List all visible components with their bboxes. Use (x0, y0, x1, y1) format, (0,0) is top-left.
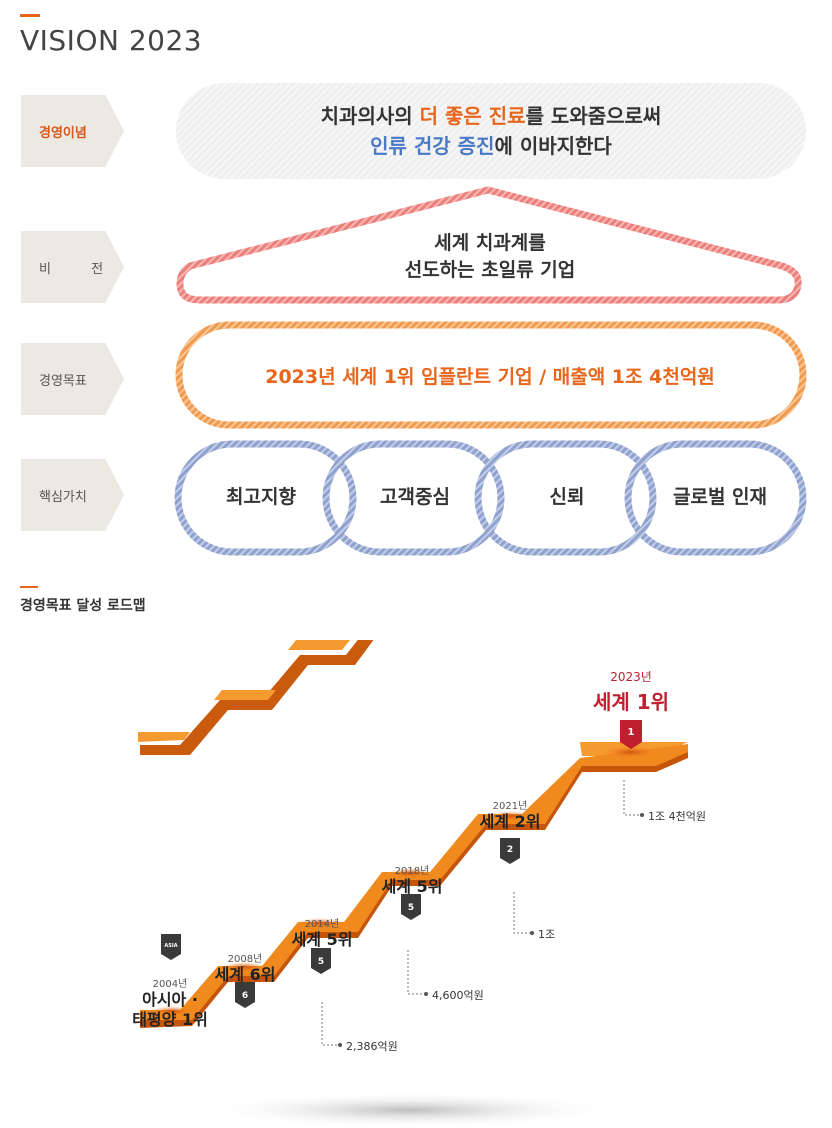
goal-pill-frame (175, 321, 807, 429)
step-glow (488, 811, 532, 821)
sales-2021: 1조 (538, 928, 556, 941)
title-accent-bar (20, 14, 40, 17)
mission-highlight-health: 인류 건강 증진 (370, 134, 495, 158)
step-glow (150, 1006, 194, 1016)
vision-line-1: 세계 치과계를 (434, 232, 546, 254)
core-value-2: 고객중심 (380, 486, 450, 508)
step-glow (388, 868, 432, 878)
step-glow (222, 962, 266, 972)
badge-text-asia: ASIA (164, 943, 177, 949)
sales-leader-3 (513, 892, 530, 934)
roadmap-staircase: ASIA 6 5 5 2 1 (138, 640, 688, 1128)
badge-group (161, 720, 642, 1008)
badge-1 (620, 720, 642, 749)
step-1-rank-line1: 아시아 · (142, 990, 198, 1009)
sales-leader-1 (321, 1002, 338, 1046)
mission-text: 에 이바지한다 (494, 134, 612, 158)
step-3-rank: 세계 5위 (291, 930, 353, 949)
step-1-rank-line2: 태평양 1위 (132, 1010, 208, 1029)
floor-shadow (200, 1092, 620, 1128)
mission-statement: 치과의사의 더 좋은 진료를 도와줌으로써 인류 건강 증진에 이바지한다 (176, 83, 806, 179)
step-4-year: 2018년 (394, 866, 430, 877)
core-value-1: 최고지향 (226, 486, 296, 508)
badge-text-6: 6 (242, 991, 248, 1001)
roadmap-title: 경영목표 달성 로드맵 (20, 598, 146, 614)
core-value-4: 글로벌 인재 (672, 486, 767, 508)
tag-goal: 경영목표 (21, 343, 124, 415)
step-glow (602, 746, 658, 758)
badge-text-5a: 5 (318, 957, 324, 967)
sales-2014: 2,386억원 (346, 1040, 398, 1053)
core-values-rings (174, 440, 807, 556)
mission-text: 를 도와줌으로써 (525, 104, 662, 128)
stair-front (138, 640, 584, 760)
core-value-3: 신뢰 (549, 486, 585, 508)
step-2-year: 2008년 (227, 954, 263, 965)
stair-band (140, 744, 688, 1026)
page-title: VISION 2023 (20, 24, 203, 57)
sales-leader-2 (407, 950, 424, 995)
mission-line-2: 인류 건강 증진에 이바지한다 (370, 131, 612, 161)
mission-line-1: 치과의사의 더 좋은 진료를 도와줌으로써 (321, 101, 662, 131)
stair-step-2 (214, 690, 276, 700)
vision-statement: 세계 치과계를 선도하는 초일류 기업 (300, 230, 680, 284)
step-6-rank: 세계 1위 (592, 690, 670, 714)
step-1-year: 2004년 (152, 979, 188, 990)
badge-6 (235, 982, 255, 1008)
vision-line-2: 선도하는 초일류 기업 (404, 259, 576, 281)
sales-dot (424, 992, 428, 996)
sales-dot (640, 813, 644, 817)
badge-text-1: 1 (628, 727, 635, 738)
step-glow (298, 918, 342, 928)
badge-2 (500, 838, 520, 864)
vision-roof-shape (176, 186, 802, 304)
mission-text: 치과의사의 (320, 104, 420, 128)
stair-step-3 (288, 640, 350, 650)
tag-core-values: 핵심가치 (21, 459, 124, 531)
badge-asia (161, 934, 181, 960)
badge-5a (311, 948, 331, 974)
sales-2023: 1조 4천억원 (648, 810, 706, 823)
step-4-rank: 세계 5위 (381, 877, 443, 896)
tag-philosophy: 경영이념 (21, 95, 124, 167)
sales-leader-4 (623, 780, 640, 816)
stair-side (140, 640, 374, 755)
roadmap-accent-bar (20, 586, 38, 588)
mission-highlight-care: 더 좋은 진료 (419, 104, 526, 128)
sales-2018: 4,600억원 (432, 989, 484, 1002)
step-2-rank: 세계 6위 (214, 965, 276, 984)
stair-step-1 (138, 732, 190, 742)
sales-dot (338, 1043, 342, 1047)
step-5-rank: 세계 2위 (479, 812, 541, 831)
badge-5b (401, 894, 421, 920)
step-5-year: 2021년 (492, 801, 528, 812)
sales-dot (530, 931, 534, 935)
badge-text-5b: 5 (408, 903, 414, 913)
badge-text-2: 2 (507, 845, 513, 855)
goal-statement: 2023년 세계 1위 임플란트 기업 / 매출액 1조 4천억원 (265, 365, 715, 388)
tag-vision: 비 전 (21, 231, 124, 303)
step-3-year: 2014년 (304, 919, 340, 930)
step-1-rank: 아시아 · 태평양 1위 (110, 990, 230, 1030)
step-6-year: 2023년 (610, 670, 652, 684)
